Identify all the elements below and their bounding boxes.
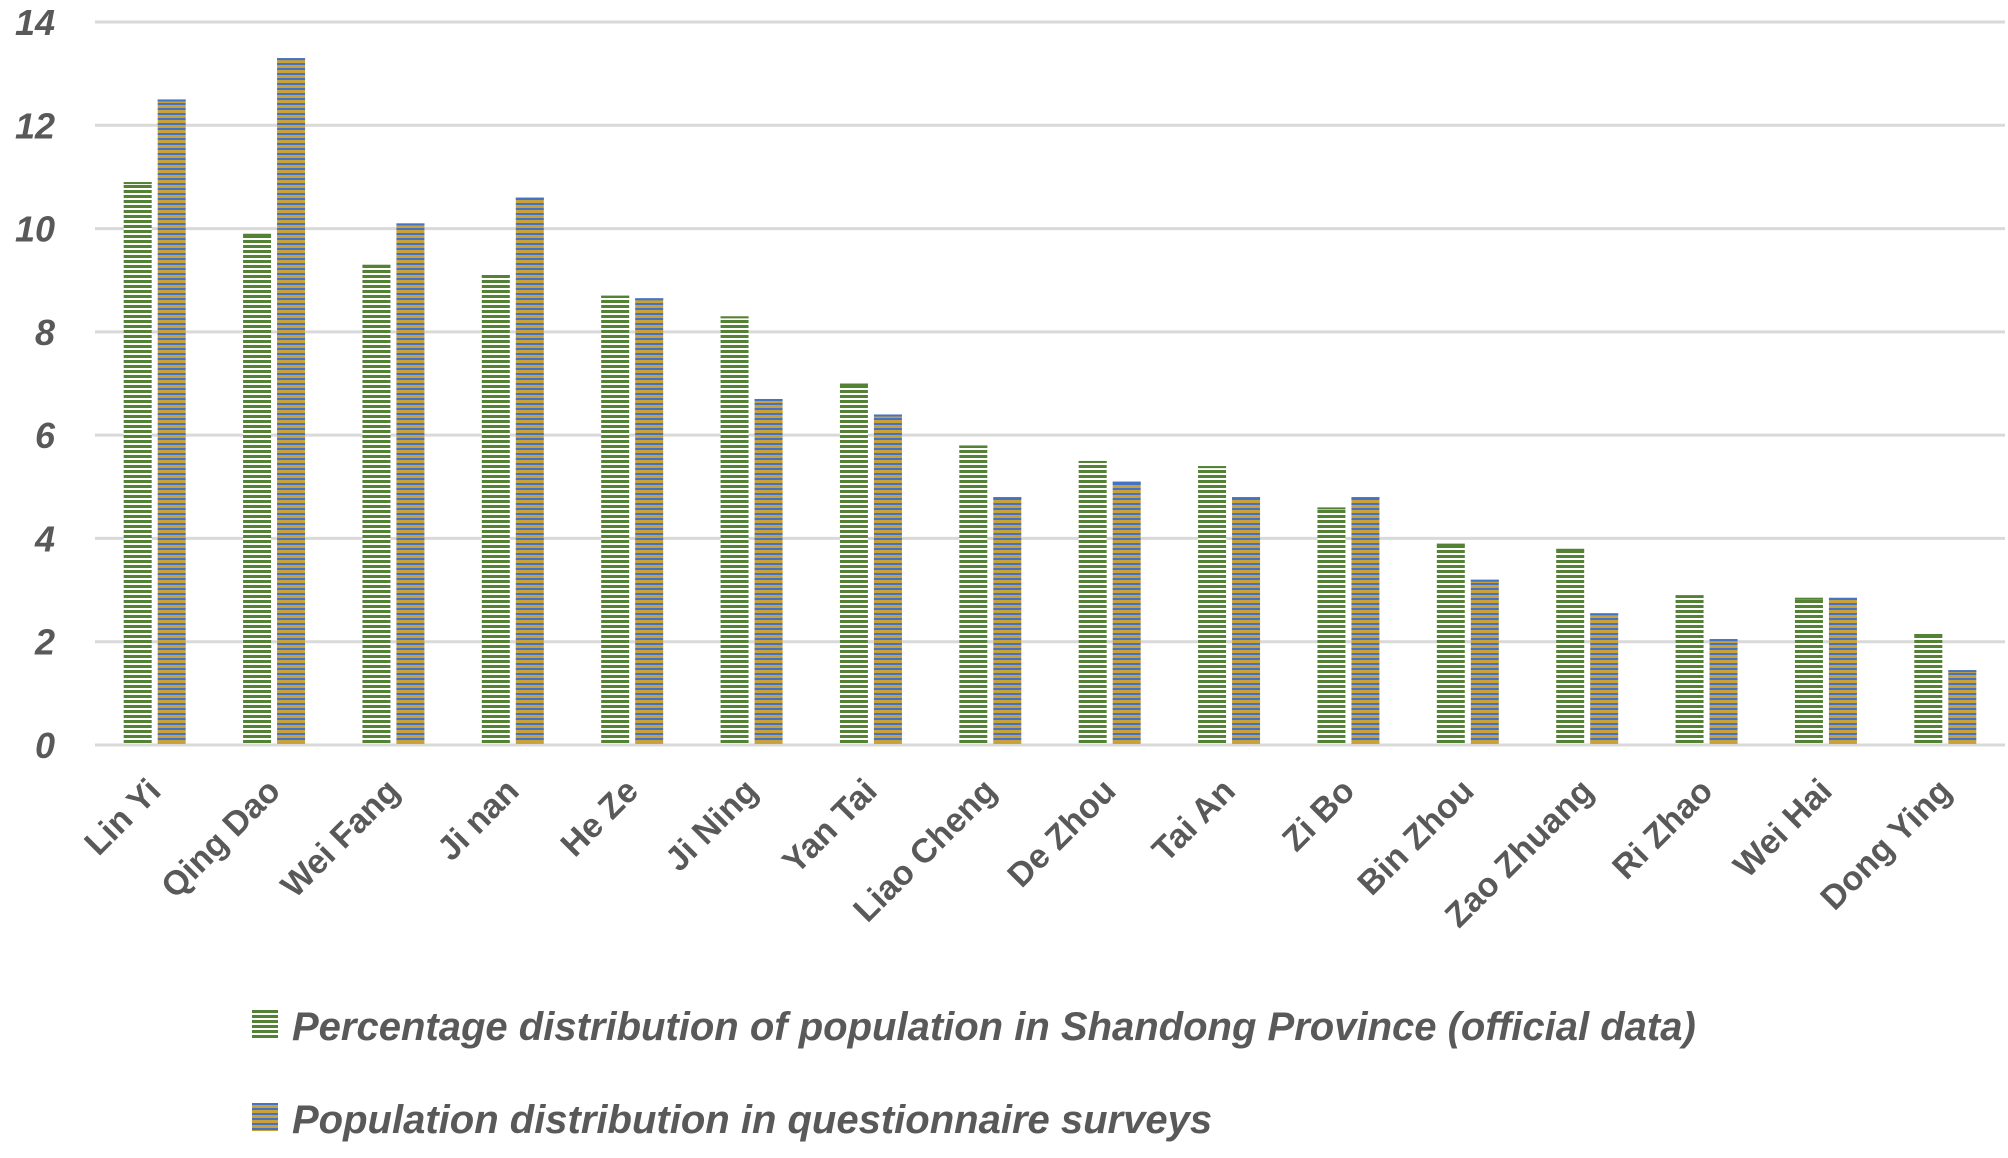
bar-series-2	[1470, 579, 1499, 745]
bar-series-1	[1914, 633, 1943, 745]
y-tick-label: 12	[15, 105, 55, 146]
legend-label: Population distribution in questionnaire…	[292, 1098, 1212, 1142]
legend-swatch	[252, 1010, 278, 1038]
x-category-label: He Ze	[554, 772, 646, 864]
bar-series-1	[481, 275, 510, 745]
bar-top-edge	[1351, 497, 1380, 500]
bar-top-edge	[243, 233, 272, 236]
x-category-label: Ji nan	[430, 772, 526, 868]
bar-series-1	[1794, 597, 1823, 745]
bar-top-edge	[839, 383, 868, 386]
y-tick-label: 2	[34, 622, 55, 663]
bar-top-edge	[1470, 579, 1499, 582]
legend-item: Population distribution in questionnaire…	[252, 1098, 1212, 1142]
x-category-label: Yan Tai	[775, 772, 884, 881]
bar-top-edge	[1828, 597, 1857, 600]
bar-top-edge	[481, 275, 510, 278]
y-tick-label: 10	[15, 209, 55, 250]
bar-top-edge	[1078, 460, 1107, 463]
bar-series-2	[515, 197, 544, 746]
bar-top-edge	[1317, 507, 1346, 510]
bar-top-edge	[959, 445, 988, 448]
y-tick-label: 0	[35, 725, 55, 766]
x-category-label: Qing Dao	[154, 772, 288, 906]
bar-series-2	[1351, 497, 1380, 745]
y-tick-label: 14	[15, 2, 55, 43]
bar-top-edge	[1675, 595, 1704, 598]
bar-series-2	[993, 497, 1022, 745]
bar-top-edge	[993, 497, 1022, 500]
x-category-label: Zi Bo	[1275, 772, 1362, 859]
bar-top-edge	[635, 298, 664, 301]
bar-top-edge	[1436, 543, 1465, 546]
bar-series-1	[1436, 543, 1465, 745]
bar-series-2	[1828, 597, 1857, 745]
bar-top-edge	[123, 182, 152, 185]
bar-series-2	[635, 298, 664, 745]
bar-series-1	[362, 264, 391, 745]
y-tick-label: 8	[35, 312, 55, 353]
bar-series-1	[1078, 460, 1107, 745]
bar-series-1	[720, 316, 749, 745]
bar-top-edge	[1112, 481, 1141, 484]
bar-series-2	[396, 223, 425, 745]
bar-top-edge	[515, 197, 544, 200]
bar-series-1	[1556, 548, 1585, 745]
bar-series-1	[123, 182, 152, 746]
bar-series-1	[1675, 595, 1704, 745]
bar-top-edge	[754, 398, 783, 401]
bar-top-edge	[873, 414, 902, 417]
bar-series-2	[277, 58, 306, 745]
legend-item: Percentage distribution of population in…	[252, 1005, 1696, 1049]
bar-top-edge	[1556, 548, 1585, 551]
bar-top-edge	[1794, 597, 1823, 600]
bar-series-1	[601, 295, 630, 745]
bar-series-2	[157, 99, 186, 745]
x-category-label: Ri Zhao	[1605, 772, 1720, 887]
x-category-label: Tai An	[1145, 772, 1243, 870]
legend: Percentage distribution of population in…	[252, 1005, 1696, 1142]
bar-top-edge	[1709, 639, 1738, 642]
bar-series-2	[1709, 639, 1738, 745]
bar-series-1	[959, 445, 988, 745]
bar-series-2	[873, 414, 902, 745]
bar-top-edge	[601, 295, 630, 298]
bar-top-edge	[1232, 497, 1261, 500]
x-category-label: Dong Ying	[1813, 772, 1959, 918]
y-axis-tick-labels: 0 2 4 6 8 10 12 14	[15, 2, 56, 766]
bar-top-edge	[1590, 613, 1619, 616]
bar-series-1	[1198, 466, 1227, 745]
x-category-label: Wei Hai	[1726, 772, 1839, 885]
x-category-label: De Zhou	[1000, 772, 1123, 895]
bar-top-edge	[396, 223, 425, 226]
bar-top-edge	[720, 316, 749, 319]
bar-top-edge	[1948, 670, 1977, 673]
x-category-label: Wei Fang	[274, 772, 407, 905]
bar-series-2	[1590, 613, 1619, 745]
bars	[123, 58, 1977, 746]
y-tick-label: 6	[35, 415, 56, 456]
bar-series-2	[754, 398, 783, 745]
bar-series-1	[1317, 507, 1346, 745]
bar-top-edge	[157, 99, 186, 102]
bar-top-edge	[277, 58, 306, 61]
legend-label: Percentage distribution of population in…	[292, 1005, 1696, 1049]
bar-series-2	[1112, 481, 1141, 745]
bar-top-edge	[1198, 466, 1227, 469]
bar-series-1	[243, 233, 272, 745]
bar-top-edge	[1914, 633, 1943, 636]
bar-series-1	[839, 383, 868, 745]
bar-series-2	[1948, 670, 1977, 745]
bar-series-2	[1232, 497, 1261, 745]
y-tick-label: 4	[34, 518, 55, 559]
bar-top-edge	[362, 264, 391, 267]
x-category-label: Ji Ning	[658, 772, 765, 879]
legend-swatch	[252, 1103, 278, 1131]
x-category-label: Lin Yi	[77, 772, 168, 863]
